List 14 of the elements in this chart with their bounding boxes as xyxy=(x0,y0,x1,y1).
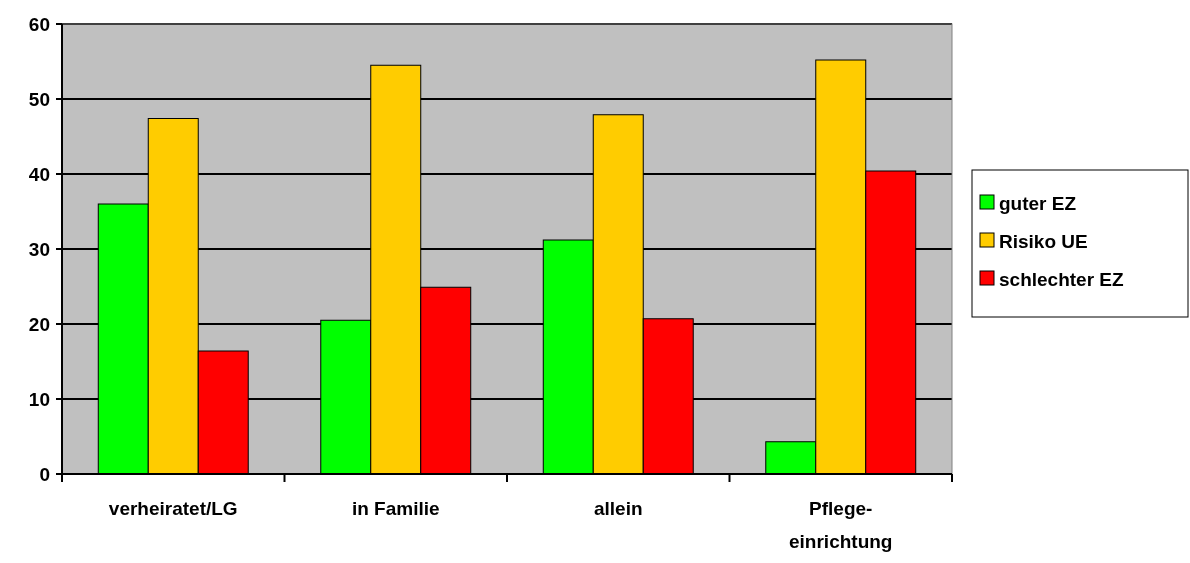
y-tick-label: 0 xyxy=(39,463,50,485)
y-tick-label: 10 xyxy=(28,388,50,410)
y-tick-label: 60 xyxy=(28,13,50,35)
y-tick-label: 30 xyxy=(28,238,50,260)
x-tick-label: in Familie xyxy=(351,498,440,519)
x-tick-label: Pflege-einrichtung xyxy=(789,498,893,552)
legend-label: guter EZ xyxy=(999,192,1077,214)
x-tick-label: allein xyxy=(593,498,643,519)
legend-label: schlechter EZ xyxy=(999,268,1124,290)
y-tick-label: 20 xyxy=(28,313,50,335)
legend-label: Risiko UE xyxy=(999,230,1088,252)
x-tick-label: verheiratet/LG xyxy=(108,498,238,519)
y-tick-label: 40 xyxy=(28,163,50,185)
y-tick-label: 50 xyxy=(28,88,50,110)
